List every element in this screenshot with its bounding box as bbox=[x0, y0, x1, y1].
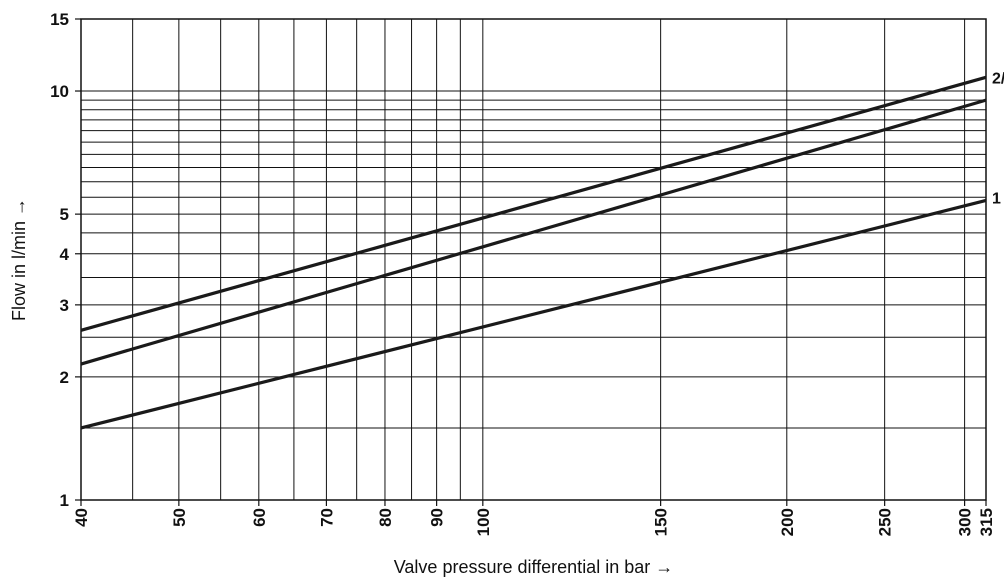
x-tick-label: 300 bbox=[956, 508, 975, 536]
x-tick-label: 150 bbox=[652, 508, 671, 536]
series-line-3 bbox=[80, 75, 987, 332]
plot-frame bbox=[80, 18, 987, 501]
y-tick-label: 4 bbox=[60, 245, 70, 264]
series-label-2-3: 2/3 bbox=[992, 70, 1004, 87]
y-gridlines bbox=[81, 18, 986, 501]
y-tick-labels: 1 2 3 4 5 10 15 bbox=[50, 10, 81, 510]
x-tick-label: 250 bbox=[876, 508, 895, 536]
series-lines bbox=[80, 75, 987, 430]
y-axis-label: Flow in l/min → bbox=[9, 198, 29, 321]
y-tick-label: 2 bbox=[60, 368, 69, 387]
series-labels: 1 2/3 bbox=[992, 70, 1004, 207]
y-tick-label: 3 bbox=[60, 296, 69, 315]
series-label-1: 1 bbox=[992, 190, 1001, 207]
x-tick-label: 50 bbox=[170, 508, 189, 527]
x-tick-label: 315 bbox=[977, 508, 996, 536]
x-tick-label: 200 bbox=[778, 508, 797, 536]
series-line-1 bbox=[80, 198, 987, 430]
y-tick-label: 10 bbox=[50, 82, 69, 101]
x-tick-label: 70 bbox=[317, 508, 336, 527]
x-axis-label: Valve pressure differential in bar → bbox=[394, 557, 673, 577]
x-tick-labels: 40 50 60 70 80 90 100 150 200 250 300 315 bbox=[72, 500, 996, 536]
x-tick-label: 60 bbox=[250, 508, 269, 527]
x-tick-label: 90 bbox=[428, 508, 447, 527]
y-tick-label: 1 bbox=[60, 491, 69, 510]
y-tick-label: 15 bbox=[50, 10, 69, 29]
x-tick-label: 40 bbox=[72, 508, 91, 527]
x-tick-label: 80 bbox=[376, 508, 395, 527]
x-tick-label: 100 bbox=[474, 508, 493, 536]
y-tick-label: 5 bbox=[60, 205, 69, 224]
series-line-2 bbox=[80, 98, 987, 366]
